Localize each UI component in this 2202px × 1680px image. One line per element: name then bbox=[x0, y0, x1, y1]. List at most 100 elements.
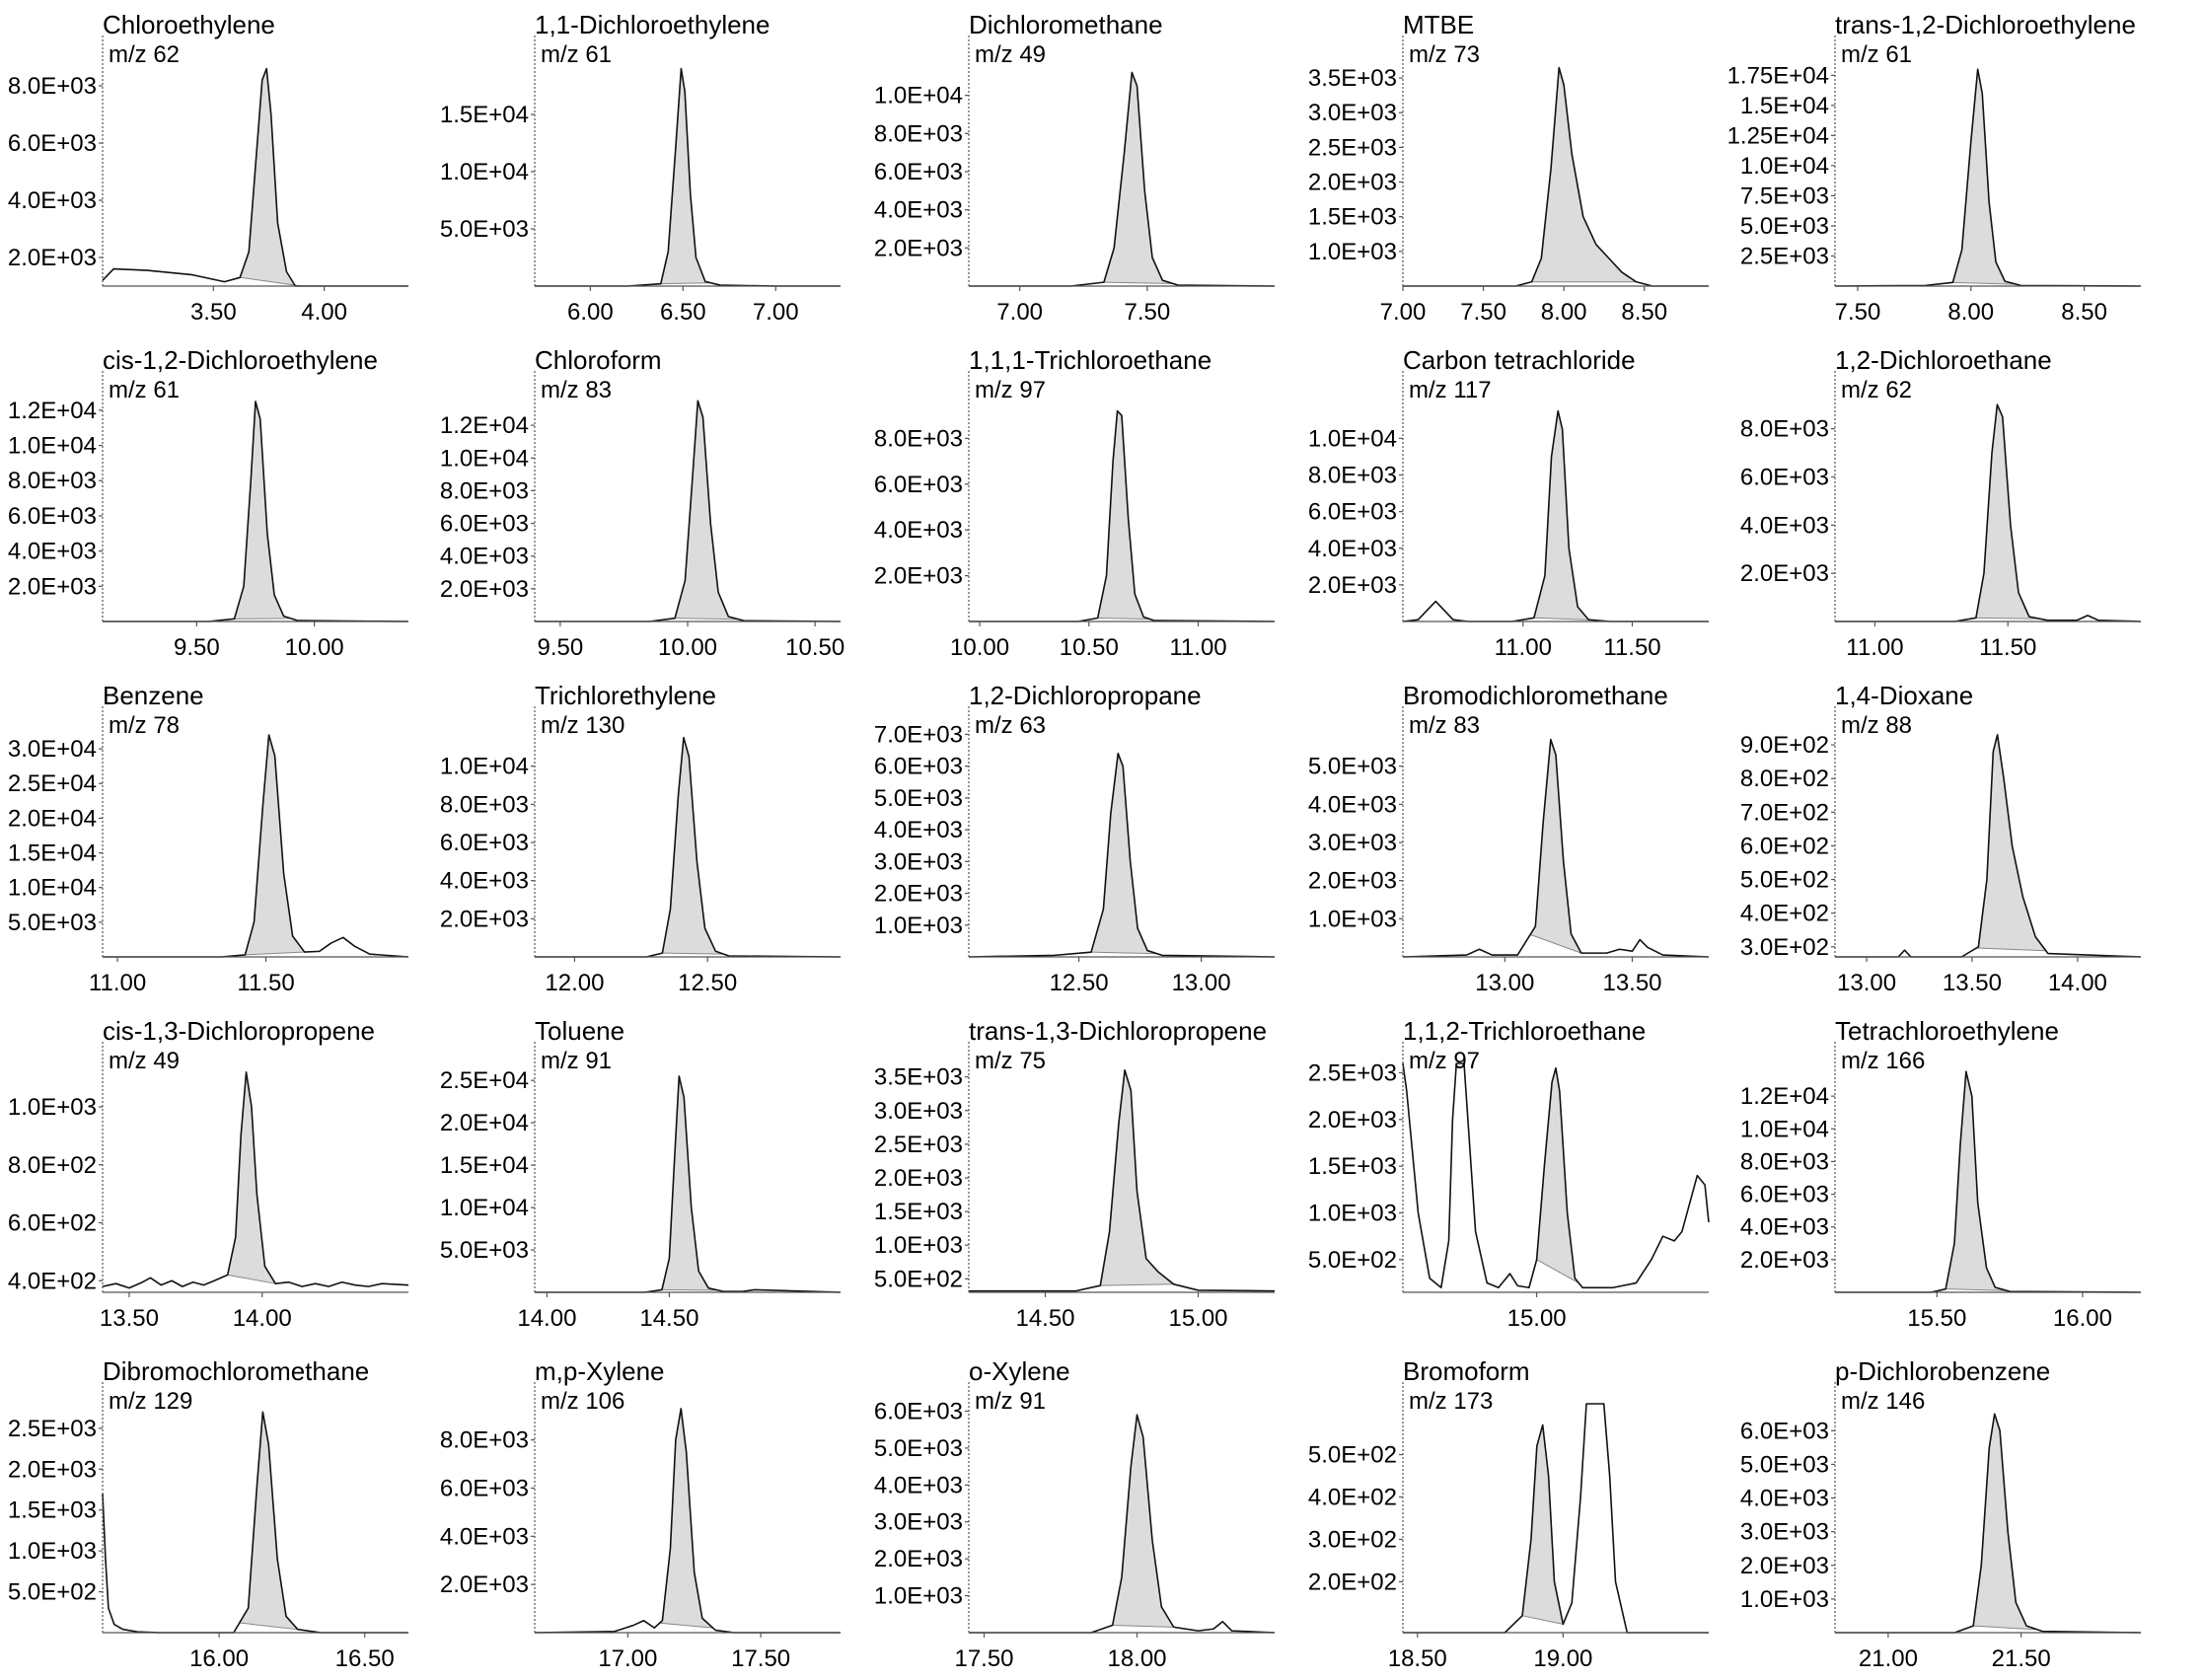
y-tick-label: 1.0E+03 bbox=[874, 1232, 963, 1259]
peak-area bbox=[675, 402, 739, 620]
panel-title: Chloroethylene bbox=[103, 10, 275, 40]
y-tick-label: 4.0E+03 bbox=[1308, 536, 1397, 562]
mz-label: m/z 117 bbox=[1409, 377, 1492, 404]
panel-title: Tetrachloroethylene bbox=[1835, 1016, 2059, 1047]
x-tick-label: 14.00 bbox=[517, 1305, 576, 1332]
y-tick-label: 5.0E+02 bbox=[1740, 867, 1829, 894]
y-tick-label: 1.0E+03 bbox=[1308, 239, 1397, 265]
y-tick-label: 4.0E+02 bbox=[8, 1268, 97, 1294]
y-tick-label: 3.0E+03 bbox=[874, 1098, 963, 1125]
y-tick-label: 8.0E+03 bbox=[440, 1427, 529, 1454]
mz-label: m/z 49 bbox=[109, 1048, 180, 1075]
panel-title: Trichlorethylene bbox=[535, 681, 716, 711]
mz-label: m/z 146 bbox=[1841, 1388, 1925, 1416]
x-tick-label: 11.00 bbox=[1495, 634, 1552, 661]
x-tick-label: 15.50 bbox=[1907, 1305, 1966, 1332]
y-tick-label: 2.0E+03 bbox=[874, 1165, 963, 1192]
mz-label: m/z 83 bbox=[541, 377, 612, 404]
y-tick-label: 3.5E+03 bbox=[874, 1064, 963, 1091]
y-tick-label: 2.0E+03 bbox=[874, 563, 963, 590]
y-tick-label: 6.0E+03 bbox=[1740, 464, 1829, 490]
panel-title: trans-1,2-Dichloroethylene bbox=[1835, 10, 2136, 40]
y-tick-label: 8.0E+03 bbox=[1308, 463, 1397, 489]
y-tick-label: 1.2E+04 bbox=[1740, 1083, 1829, 1110]
x-tick-label: 11.00 bbox=[1846, 634, 1903, 661]
x-tick-label: 12.50 bbox=[1050, 970, 1109, 996]
y-tick-label: 6.0E+03 bbox=[874, 754, 963, 780]
y-tick-label: 5.0E+03 bbox=[8, 910, 97, 936]
panel-title: 1,2-Dichloroethane bbox=[1835, 345, 2052, 376]
y-tick-label: 2.0E+03 bbox=[1308, 170, 1397, 196]
x-tick-label: 13.50 bbox=[1943, 970, 2002, 996]
mz-label: m/z 130 bbox=[541, 712, 624, 740]
y-tick-label: 8.0E+02 bbox=[8, 1152, 97, 1179]
y-tick-label: 3.0E+03 bbox=[1308, 100, 1397, 126]
chart-svg: 5.0E+021.0E+031.5E+032.0E+032.5E+033.0E+… bbox=[866, 1006, 1306, 1340]
y-tick-label: 1.0E+04 bbox=[1308, 425, 1397, 452]
y-tick-label: 2.0E+03 bbox=[440, 1571, 529, 1598]
x-tick-label: 14.50 bbox=[639, 1305, 698, 1332]
panel-title: cis-1,3-Dichloropropene bbox=[103, 1016, 375, 1047]
mz-label: m/z 62 bbox=[109, 41, 180, 69]
chart-svg: 2.0E+034.0E+036.0E+038.0E+031.0E+041.2E+… bbox=[0, 335, 440, 669]
y-tick-label: 5.0E+03 bbox=[874, 785, 963, 812]
chart-svg: 1.0E+032.0E+033.0E+034.0E+035.0E+036.0E+… bbox=[866, 1347, 1306, 1680]
y-tick-label: 5.0E+02 bbox=[874, 1266, 963, 1292]
panel-title: Bromodichloromethane bbox=[1403, 681, 1668, 711]
chart-svg: 2.0E+034.0E+036.0E+038.0E+031.0E+0412.00… bbox=[432, 671, 872, 1004]
y-tick-label: 4.0E+03 bbox=[440, 868, 529, 895]
y-tick-label: 3.0E+03 bbox=[1740, 1519, 1829, 1546]
x-tick-label: 10.00 bbox=[658, 634, 717, 661]
y-tick-label: 6.0E+03 bbox=[440, 1475, 529, 1501]
x-tick-label: 14.50 bbox=[1015, 1305, 1074, 1332]
mz-label: m/z 73 bbox=[1409, 41, 1480, 69]
chart-svg: 1.0E+031.5E+032.0E+032.5E+033.0E+033.5E+… bbox=[1300, 0, 1740, 333]
panel-title: Dichloromethane bbox=[969, 10, 1163, 40]
y-tick-label: 6.0E+03 bbox=[874, 472, 963, 498]
mz-label: m/z 61 bbox=[109, 377, 180, 404]
y-tick-label: 4.0E+03 bbox=[440, 544, 529, 570]
chart-svg: 1.0E+032.0E+033.0E+034.0E+035.0E+036.0E+… bbox=[1732, 1347, 2172, 1680]
y-tick-label: 8.0E+03 bbox=[440, 477, 529, 504]
y-tick-label: 1.75E+04 bbox=[1727, 62, 1829, 89]
x-tick-label: 13.00 bbox=[1475, 970, 1534, 996]
mz-label: m/z 75 bbox=[975, 1048, 1046, 1075]
y-tick-label: 6.0E+02 bbox=[8, 1210, 97, 1237]
y-tick-label: 1.5E+04 bbox=[440, 1152, 529, 1179]
y-tick-label: 7.0E+02 bbox=[1740, 799, 1829, 826]
y-tick-label: 4.0E+02 bbox=[1308, 1485, 1397, 1511]
y-tick-label: 5.0E+03 bbox=[1740, 1451, 1829, 1478]
mz-label: m/z 78 bbox=[109, 712, 180, 740]
mz-label: m/z 173 bbox=[1409, 1388, 1493, 1416]
mz-label: m/z 91 bbox=[975, 1388, 1046, 1416]
y-tick-label: 6.0E+03 bbox=[440, 830, 529, 856]
panel-title: 1,1-Dichloroethylene bbox=[535, 10, 770, 40]
mz-label: m/z 61 bbox=[1841, 41, 1912, 69]
chart-svg: 5.0E+021.0E+031.5E+032.0E+032.5E+0316.00… bbox=[0, 1347, 440, 1680]
x-tick-label: 7.00 bbox=[996, 299, 1043, 326]
y-tick-label: 7.5E+03 bbox=[1740, 183, 1829, 209]
x-tick-label: 13.50 bbox=[100, 1305, 159, 1332]
x-tick-label: 8.50 bbox=[2061, 299, 2107, 326]
y-tick-label: 4.0E+03 bbox=[874, 197, 963, 224]
mz-label: m/z 91 bbox=[541, 1048, 612, 1075]
y-tick-label: 1.0E+04 bbox=[874, 83, 963, 110]
y-tick-label: 3.0E+03 bbox=[874, 1509, 963, 1536]
y-tick-label: 2.0E+03 bbox=[1308, 868, 1397, 895]
y-tick-label: 1.0E+04 bbox=[1740, 1116, 1829, 1142]
panel-title: Carbon tetrachloride bbox=[1403, 345, 1636, 376]
peak-area bbox=[235, 403, 291, 620]
y-tick-label: 1.25E+04 bbox=[1727, 122, 1829, 149]
